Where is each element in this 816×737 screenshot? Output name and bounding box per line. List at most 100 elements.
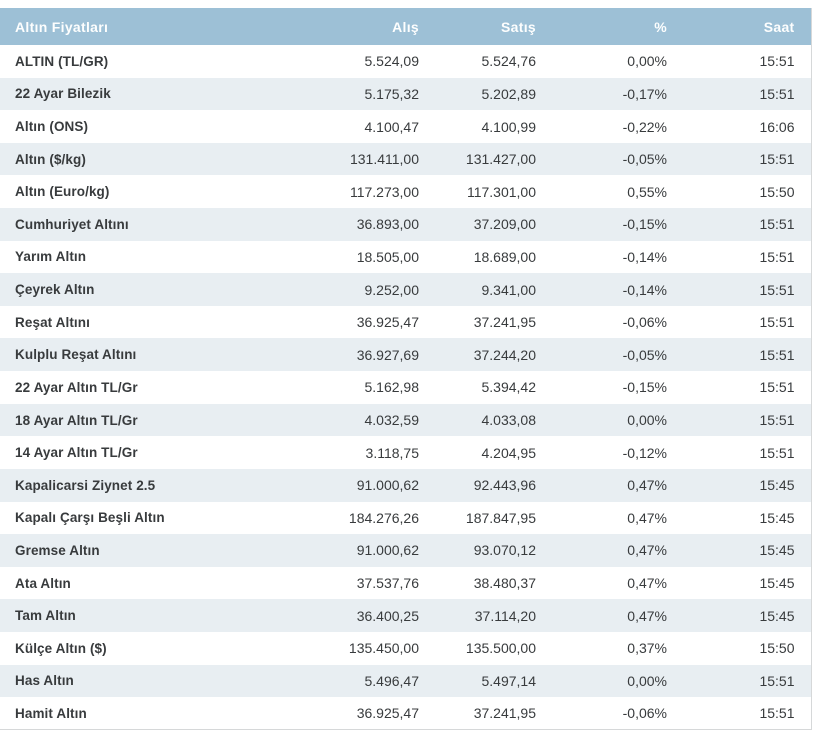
sell-price: 5.202,89 [481,85,537,102]
update-time: 16:06 [759,118,795,135]
table-row[interactable]: Kapalı Çarşı Beşli Altın 184.276,26 187.… [0,501,811,535]
table-row[interactable]: Gremse Altın 91.000,62 93.070,12 0,47% 1… [0,534,811,567]
change-percent: 0,00% [627,53,667,70]
table-row[interactable]: Cumhuriyet Altını 36.893,00 37.209,00 -0… [0,208,811,241]
sell-price: 37.244,20 [473,346,536,363]
table-row[interactable]: Kapalicarsi Ziynet 2.5 91.000,62 92.443,… [0,468,811,502]
table-row[interactable]: Çeyrek Altın 9.252,00 9.341,00 -0,14% 15… [0,273,811,306]
update-time: 15:45 [759,509,795,526]
change-percent: -0,15% [622,216,667,233]
buy-price: 4.032,59 [364,412,420,428]
update-time: 15:45 [759,477,795,494]
table-row[interactable]: Has Altın 5.496,47 5.497,14 0,00% 15:51 [0,664,811,698]
instrument-name: Altın (Euro/kg) [15,184,110,200]
sell-price: 5.497,14 [481,672,537,689]
instrument-name: Kapalı Çarşı Beşli Altın [15,510,165,526]
table-row[interactable]: ALTIN (TL/GR) 5.524,09 5.524,76 0,00% 15… [0,45,811,78]
buy-price: 37.537,76 [356,575,419,592]
instrument-name: 22 Ayar Bilezik [15,86,111,102]
update-time: 15:50 [759,640,795,657]
sell-price: 135.500,00 [465,640,536,657]
table-row[interactable]: Hamit Altın 36.925,47 37.241,95 -0,06% 1… [0,697,811,730]
column-header-sell: Satış [420,8,537,45]
sell-price: 187.847,95 [465,509,536,526]
buy-price: 4.100,47 [364,118,420,135]
table-row[interactable]: 22 Ayar Altın TL/Gr 5.162,98 5.394,42 -0… [0,371,811,404]
change-percent: -0,15% [622,379,667,396]
table-row[interactable]: Tam Altın 36.400,25 37.114,20 0,47% 15:4… [0,599,811,632]
table-row[interactable]: Altın ($/kg) 131.411,00 131.427,00 -0,05… [0,142,811,176]
buy-price: 91.000,62 [356,477,419,494]
column-header-time: Saat [668,8,811,45]
column-header-buy: Alış [302,8,420,45]
instrument-name: ALTIN (TL/GR) [15,53,109,69]
table-row[interactable]: Yarım Altın 18.505,00 18.689,00 -0,14% 1… [0,240,811,274]
update-time: 15:51 [759,412,795,428]
change-percent: 0,00% [627,412,667,428]
table-header: Altın Fiyatları Alış Satış % Saat [0,8,811,45]
instrument-name: 22 Ayar Altın TL/Gr [15,379,138,395]
change-percent: -0,06% [622,314,667,331]
instrument-name: Kulplu Reşat Altını [15,347,137,363]
instrument-name: Hamit Altın [15,705,87,721]
sell-price: 5.524,76 [481,53,537,70]
instrument-name: Altın (ONS) [15,119,89,135]
table-row[interactable]: 18 Ayar Altın TL/Gr 4.032,59 4.033,08 0,… [0,403,811,437]
change-percent: -0,05% [622,346,667,363]
instrument-name: Ata Altın [15,575,71,591]
change-percent: 0,47% [627,542,667,559]
sell-price: 4.033,08 [481,412,537,428]
buy-price: 36.893,00 [356,216,419,233]
header-row: Altın Fiyatları Alış Satış % Saat [0,8,811,45]
change-percent: 0,47% [627,477,667,494]
table-row[interactable]: 22 Ayar Bilezik 5.175,32 5.202,89 -0,17%… [0,77,811,111]
table-row[interactable]: Kulplu Reşat Altını 36.927,69 37.244,20 … [0,338,811,372]
update-time: 15:51 [759,314,795,331]
table-row[interactable]: Reşat Altını 36.925,47 37.241,95 -0,06% … [0,305,811,339]
sell-price: 4.204,95 [481,444,537,461]
update-time: 15:51 [759,216,795,233]
buy-price: 3.118,75 [365,444,419,461]
instrument-name: 18 Ayar Altın TL/Gr [15,412,138,428]
update-time: 15:51 [759,444,795,461]
buy-price: 36.925,47 [356,705,419,722]
buy-price: 131.411,00 [349,151,419,168]
instrument-name: Cumhuriyet Altını [15,216,129,232]
change-percent: -0,17% [622,85,667,102]
table-row[interactable]: Altın (ONS) 4.100,47 4.100,99 -0,22% 16:… [0,110,811,143]
buy-price: 5.162,98 [364,379,420,396]
change-percent: -0,22% [622,118,667,135]
buy-price: 36.927,69 [356,346,419,363]
buy-price: 5.175,32 [364,85,420,102]
sell-price: 9.341,00 [481,281,537,298]
price-table-body: ALTIN (TL/GR) 5.524,09 5.524,76 0,00% 15… [0,45,811,730]
instrument-name: Kapalicarsi Ziynet 2.5 [15,477,156,493]
buy-price: 5.524,09 [364,53,420,70]
gold-prices-table: Altın Fiyatları Alış Satış % Saat ALTIN … [0,8,812,731]
table-title: Altın Fiyatları [0,8,302,45]
change-percent: 0,47% [627,509,667,526]
buy-price: 18.505,00 [356,248,419,265]
update-time: 15:45 [759,542,795,559]
table-row[interactable]: Altın (Euro/kg) 117.273,00 117.301,00 0,… [0,175,811,209]
table-row[interactable]: Külçe Altın ($) 135.450,00 135.500,00 0,… [0,631,811,665]
change-percent: 0,55% [627,183,667,200]
buy-price: 117.273,00 [349,183,419,200]
instrument-name: Yarım Altın [15,249,87,265]
buy-price: 36.925,47 [356,314,419,331]
sell-price: 131.427,00 [465,151,536,168]
change-percent: -0,05% [622,151,667,168]
sell-price: 93.070,12 [473,542,536,559]
instrument-name: Külçe Altın ($) [15,640,107,656]
column-header-percent: % [537,8,668,45]
table-row[interactable]: Ata Altın 37.537,76 38.480,37 0,47% 15:4… [0,566,811,600]
gold-prices-widget: Altın Fiyatları Alış Satış % Saat ALTIN … [0,8,812,731]
change-percent: 0,00% [627,672,667,689]
instrument-name: Çeyrek Altın [15,282,95,298]
change-percent: 0,47% [627,607,667,624]
update-time: 15:51 [759,248,795,265]
change-percent: -0,14% [622,248,667,265]
update-time: 15:51 [759,672,795,689]
table-row[interactable]: 14 Ayar Altın TL/Gr 3.118,75 4.204,95 -0… [0,436,811,469]
buy-price: 36.400,25 [356,607,419,624]
